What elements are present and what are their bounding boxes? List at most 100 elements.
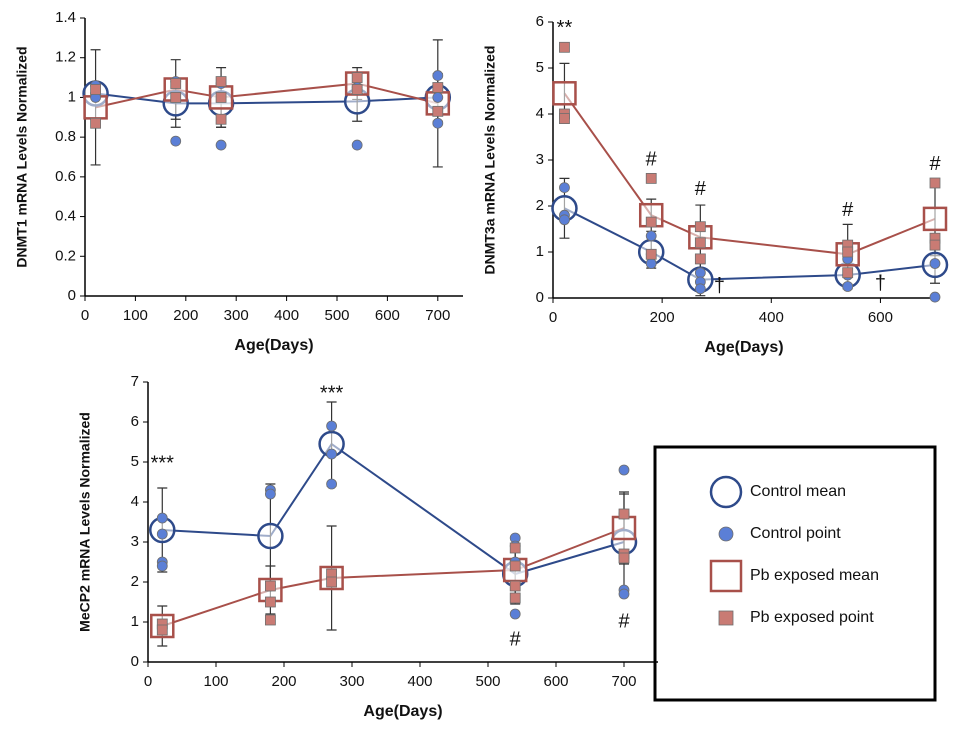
x-tick-label: 0 — [81, 307, 89, 324]
y-tick-label: 0 — [131, 653, 139, 670]
y-tick-label: 6 — [536, 13, 544, 30]
point-marker — [929, 291, 941, 303]
point-marker — [215, 76, 227, 87]
x-tick-label: 400 — [759, 309, 784, 326]
x-tick-label: 300 — [339, 673, 364, 690]
point-marker — [432, 92, 444, 103]
point-marker — [645, 172, 657, 184]
point-marker — [264, 488, 276, 500]
x-tick-label: 400 — [407, 673, 432, 690]
point-marker — [618, 588, 630, 600]
mean-marker — [552, 81, 577, 106]
x-tick-label: 0 — [549, 309, 557, 326]
point-marker — [929, 239, 941, 251]
annotation: † — [714, 275, 725, 297]
y-tick-label: 6 — [131, 413, 139, 430]
legend-swatch — [709, 559, 743, 593]
point-marker — [432, 117, 444, 129]
y-tick-label: 1.4 — [55, 9, 76, 26]
y-tick-label: 0.8 — [55, 128, 76, 145]
annotation: # — [618, 610, 630, 632]
point-marker — [326, 420, 338, 432]
x-axis-label: Age(Days) — [704, 339, 783, 356]
annotation: # — [695, 178, 707, 200]
point-marker — [215, 139, 227, 151]
y-tick-label: 1.2 — [55, 49, 76, 66]
y-tick-label: 3 — [536, 151, 544, 168]
legend-label: Control mean — [750, 483, 846, 500]
annotation: # — [929, 153, 941, 175]
point-marker — [264, 614, 276, 626]
legend-swatch — [718, 526, 734, 542]
y-tick-label: 0 — [68, 287, 76, 304]
point-marker — [170, 78, 182, 89]
point-marker — [559, 182, 570, 194]
point-marker — [694, 267, 706, 279]
point-marker — [351, 72, 363, 83]
point-marker — [618, 552, 630, 564]
point-marker — [559, 41, 570, 53]
x-tick-label: 600 — [375, 307, 400, 324]
point-marker — [842, 267, 854, 279]
x-tick-label: 200 — [271, 673, 296, 690]
x-axis-label: Age(Days) — [234, 337, 313, 354]
y-tick-label: 1 — [131, 613, 139, 630]
point-marker — [559, 214, 570, 226]
point-marker — [559, 113, 570, 124]
point-marker — [645, 258, 657, 269]
point-marker — [156, 528, 168, 540]
point-marker — [645, 230, 657, 242]
x-tick-label: 200 — [650, 309, 675, 326]
y-tick-label: 0.4 — [55, 208, 76, 225]
legend-label: Pb exposed mean — [750, 567, 879, 584]
x-tick-label: 700 — [425, 307, 450, 324]
point-marker — [156, 512, 168, 524]
point-marker — [645, 216, 657, 228]
y-tick-label: 0 — [536, 289, 544, 306]
point-marker — [90, 84, 101, 95]
point-marker — [432, 70, 444, 81]
mean-line — [95, 82, 439, 109]
x-tick-label: 500 — [475, 673, 500, 690]
point-marker — [509, 560, 521, 572]
point-marker — [694, 221, 706, 233]
legend-swatch — [718, 610, 734, 626]
y-axis-label: DNMT1 mRNA Levels Normalized — [14, 46, 30, 267]
point-marker — [264, 596, 276, 608]
mean-marker — [611, 515, 637, 541]
point-marker — [351, 84, 363, 95]
y-tick-label: 1 — [68, 88, 76, 105]
y-tick-label: 0.2 — [55, 247, 76, 264]
point-marker — [326, 448, 338, 460]
point-marker — [432, 105, 444, 117]
legend-swatch — [709, 475, 743, 509]
point-marker — [156, 624, 168, 636]
y-tick-label: 1 — [536, 243, 544, 260]
x-tick-label: 500 — [324, 307, 349, 324]
annotation: *** — [320, 382, 344, 404]
y-tick-label: 0.6 — [55, 168, 76, 185]
point-marker — [929, 258, 941, 269]
point-marker — [326, 576, 338, 588]
x-tick-label: 100 — [123, 307, 148, 324]
x-tick-label: 700 — [611, 673, 636, 690]
y-tick-label: 5 — [131, 453, 139, 470]
annotation: # — [842, 199, 854, 221]
y-axis-label: MeCP2 mRNA Levels Normalized — [77, 412, 93, 632]
point-marker — [842, 246, 854, 258]
annotation: † — [875, 272, 886, 294]
point-marker — [215, 92, 227, 103]
annotation: # — [646, 148, 658, 170]
mean-line — [161, 527, 625, 627]
mean-marker — [922, 206, 948, 232]
annotation: ** — [557, 17, 573, 39]
y-tick-label: 5 — [536, 59, 544, 76]
annotation: *** — [151, 452, 175, 474]
point-marker — [432, 82, 444, 93]
x-tick-label: 300 — [224, 307, 249, 324]
mean-marker — [257, 522, 284, 550]
point-marker — [842, 281, 854, 292]
point-marker — [509, 592, 521, 604]
y-tick-label: 7 — [131, 373, 139, 390]
